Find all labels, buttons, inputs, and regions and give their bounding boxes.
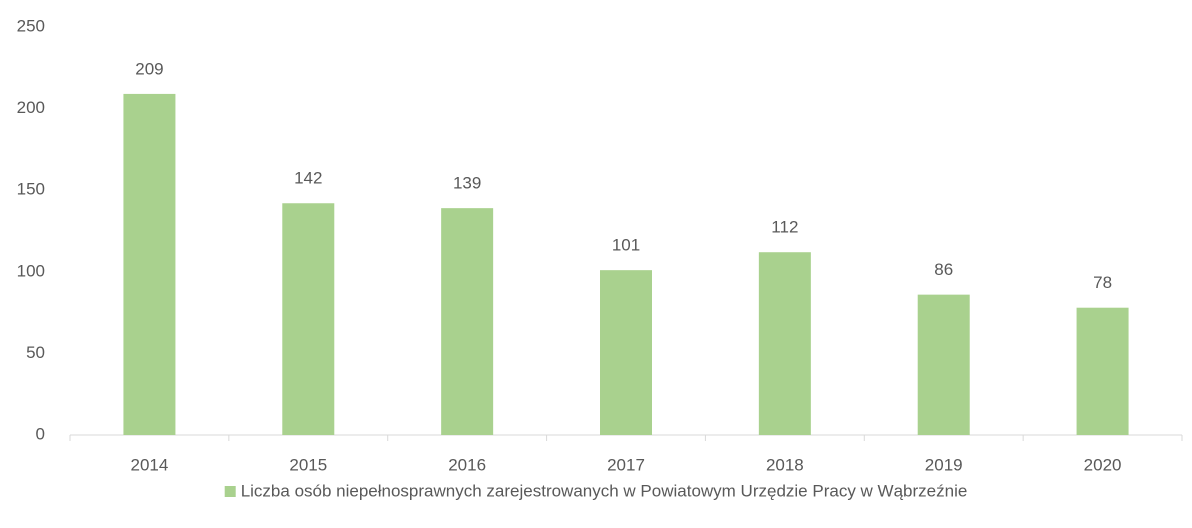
x-tick-label: 2017 xyxy=(607,455,645,474)
legend-label: Liczba osób niepełnosprawnych zarejestro… xyxy=(241,481,968,500)
bar xyxy=(1076,307,1129,435)
y-tick-label: 150 xyxy=(17,180,45,199)
data-label: 78 xyxy=(1093,273,1112,292)
y-tick-label: 0 xyxy=(36,424,45,443)
legend-swatch xyxy=(224,486,236,497)
data-label: 112 xyxy=(771,218,798,237)
x-tick-label: 2016 xyxy=(448,455,486,474)
y-tick-label: 50 xyxy=(26,343,45,362)
y-tick-label: 100 xyxy=(17,261,45,280)
data-label: 139 xyxy=(453,174,481,193)
x-tick-label: 2020 xyxy=(1084,455,1122,474)
data-label: 142 xyxy=(294,169,322,188)
x-tick-label: 2018 xyxy=(766,455,804,474)
data-label: 86 xyxy=(934,260,953,279)
x-tick-label: 2015 xyxy=(289,455,327,474)
bar xyxy=(758,252,811,435)
bar xyxy=(600,270,652,435)
y-tick-label: 250 xyxy=(17,16,45,35)
x-tick-label: 2019 xyxy=(925,455,963,474)
bar xyxy=(123,93,176,436)
bar xyxy=(917,294,970,435)
bar xyxy=(441,208,494,435)
data-label: 209 xyxy=(135,59,163,78)
bar xyxy=(282,203,335,435)
y-tick-label: 200 xyxy=(17,98,45,117)
x-tick-label: 2014 xyxy=(131,455,169,474)
data-label: 101 xyxy=(612,236,640,255)
